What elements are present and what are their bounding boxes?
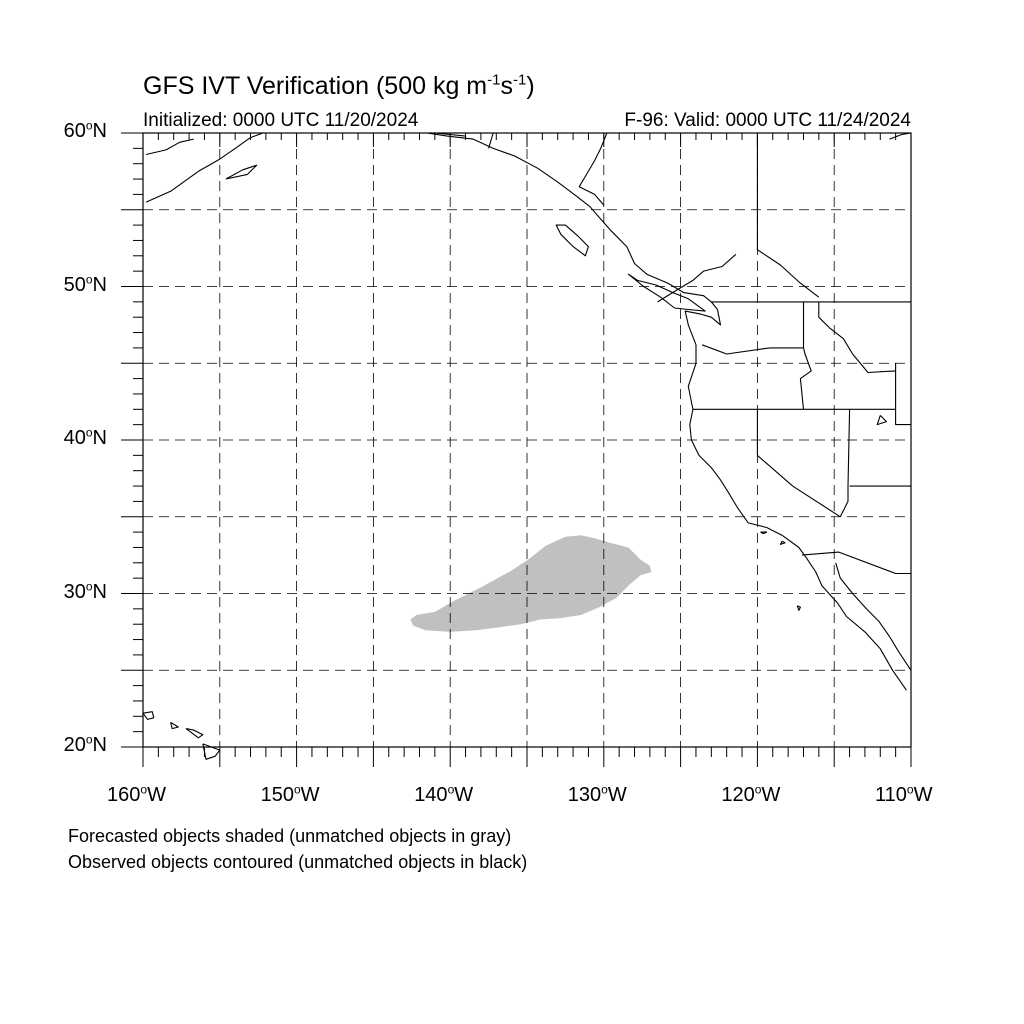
- coastline-segment: [701, 344, 812, 410]
- coastline-segment: [889, 132, 912, 140]
- lon-label: 140oW: [414, 782, 474, 806]
- coastline-segment: [627, 273, 706, 312]
- lon-label: 160oW: [107, 782, 166, 806]
- chart-title: GFS IVT Verification (500 kg m-1s-1): [143, 71, 535, 100]
- coastline-segment: [657, 253, 737, 303]
- coastline-segment: [839, 409, 851, 518]
- island-outline: [185, 728, 204, 739]
- coastline-segment: [756, 133, 820, 298]
- lat-label: 60oN: [63, 118, 107, 142]
- lon-label: 150oW: [260, 782, 320, 806]
- coastline-segment: [578, 132, 608, 206]
- valid-time: F-96: Valid: 0000 UTC 11/24/2024: [624, 110, 911, 131]
- lon-label: 120oW: [721, 782, 781, 806]
- coastline-segment: [555, 224, 589, 257]
- coastline-segment: [801, 551, 911, 575]
- coastline-segment: [835, 562, 912, 671]
- island-outline: [779, 540, 786, 545]
- lat-label: 40oN: [63, 425, 107, 449]
- island-outline: [796, 605, 801, 611]
- island-outline: [170, 721, 179, 730]
- island-outline: [142, 711, 155, 720]
- coastline-segment: [690, 439, 907, 691]
- coastline-segment: [488, 132, 494, 149]
- legend-note-observed: Observed objects contoured (unmatched ob…: [68, 852, 528, 872]
- lat-label: 30oN: [63, 578, 107, 603]
- island-outline: [202, 743, 221, 760]
- lon-label: 110oW: [875, 782, 933, 806]
- map-frame: [142, 132, 912, 748]
- coastline-segment: [145, 132, 263, 203]
- lat-label: 50oN: [63, 271, 107, 296]
- lat-lon-gridlines: [143, 133, 911, 747]
- axis-ticks: [121, 132, 912, 767]
- island-outline: [760, 531, 768, 535]
- coastline-segment: [757, 454, 841, 518]
- legend-note-forecast: Forecasted objects shaded (unmatched obj…: [68, 826, 512, 846]
- lat-label: 20oN: [63, 732, 107, 756]
- forecast-objects-layer: [410, 535, 652, 632]
- coastline-segment: [427, 132, 722, 441]
- forecast-object-unmatched: [410, 535, 652, 632]
- lon-label: 130oW: [567, 782, 627, 806]
- coastline-segment: [225, 164, 258, 180]
- coastline-segment: [818, 301, 896, 374]
- island-outline: [876, 415, 887, 426]
- coastlines: [142, 132, 912, 760]
- coastline-segment: [895, 363, 911, 426]
- coastline-segment: [145, 138, 194, 156]
- initialized-time: Initialized: 0000 UTC 11/20/2024: [143, 110, 419, 131]
